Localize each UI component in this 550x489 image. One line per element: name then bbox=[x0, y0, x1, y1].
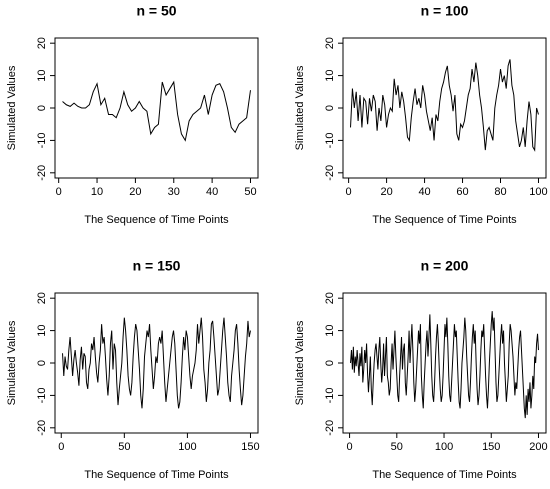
y-tick-label: 20 bbox=[36, 37, 48, 49]
y-axis-label: Simulated Values bbox=[294, 65, 306, 150]
y-tick-label: 10 bbox=[36, 69, 48, 81]
x-tick-label: 40 bbox=[418, 186, 430, 198]
y-tick-label: -20 bbox=[36, 165, 48, 181]
line bbox=[350, 59, 539, 152]
x-tick-label: 20 bbox=[380, 186, 392, 198]
x-tick-label: 30 bbox=[168, 186, 180, 198]
x-tick-label: 40 bbox=[206, 186, 218, 198]
y-tick-label: -10 bbox=[36, 387, 48, 403]
x-tick-label: 100 bbox=[435, 441, 453, 453]
y-tick-label: 0 bbox=[324, 360, 336, 366]
x-tick-label: 150 bbox=[241, 441, 259, 453]
y-axis-label: Simulated Values bbox=[6, 65, 18, 150]
y-tick-label: -10 bbox=[36, 132, 48, 148]
x-tick-label: 60 bbox=[456, 186, 468, 198]
x-tick-label: 50 bbox=[391, 441, 403, 453]
y-axis-label: Simulated Values bbox=[6, 320, 18, 405]
line bbox=[350, 311, 539, 419]
x-tick-label: 150 bbox=[482, 441, 500, 453]
x-tick-label: 20 bbox=[129, 186, 141, 198]
y-tick-label: 20 bbox=[324, 37, 336, 49]
x-tick-label: 0 bbox=[346, 186, 352, 198]
x-tick-label: 50 bbox=[244, 186, 256, 198]
y-tick-label: 20 bbox=[324, 292, 336, 304]
x-tick-label: 200 bbox=[529, 441, 547, 453]
x-tick-label: 10 bbox=[91, 186, 103, 198]
y-tick-label: -20 bbox=[36, 420, 48, 436]
x-tick-label: 100 bbox=[529, 186, 547, 198]
y-tick-label: 10 bbox=[36, 324, 48, 336]
x-tick-label: 100 bbox=[178, 441, 196, 453]
plot-frame bbox=[342, 37, 547, 179]
y-tick-label: -10 bbox=[324, 132, 336, 148]
x-tick-label: 0 bbox=[347, 441, 353, 453]
chart-title: n = 150 bbox=[133, 258, 181, 274]
chart-title: n = 50 bbox=[136, 3, 176, 19]
chart-title: n = 100 bbox=[421, 3, 469, 19]
x-tick-label: 80 bbox=[494, 186, 506, 198]
y-tick-label: 10 bbox=[324, 324, 336, 336]
x-axis-label: The Sequence of Time Points bbox=[372, 469, 517, 481]
y-tick-label: -20 bbox=[324, 165, 336, 181]
line bbox=[62, 317, 251, 409]
y-tick-label: 0 bbox=[324, 105, 336, 111]
x-axis-label: The Sequence of Time Points bbox=[372, 214, 517, 226]
y-tick-label: 0 bbox=[36, 105, 48, 111]
x-tick-label: 50 bbox=[118, 441, 130, 453]
plot-frame bbox=[342, 292, 547, 434]
y-axis-label: Simulated Values bbox=[294, 320, 306, 405]
y-tick-label: 0 bbox=[36, 360, 48, 366]
y-tick-label: 20 bbox=[36, 292, 48, 304]
x-tick-label: 0 bbox=[56, 186, 62, 198]
line bbox=[62, 80, 251, 142]
chart-title: n = 200 bbox=[421, 258, 469, 274]
x-axis-label: The Sequence of Time Points bbox=[84, 214, 229, 226]
y-tick-label: 10 bbox=[324, 69, 336, 81]
x-tick-label: 0 bbox=[58, 441, 64, 453]
y-tick-label: -20 bbox=[324, 420, 336, 436]
y-tick-label: -10 bbox=[324, 387, 336, 403]
x-axis-label: The Sequence of Time Points bbox=[84, 469, 229, 481]
